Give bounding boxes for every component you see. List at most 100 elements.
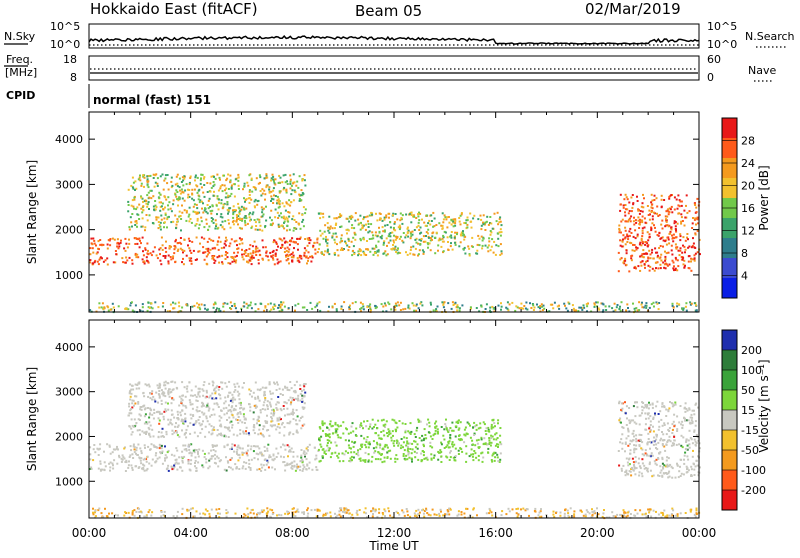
power-data-cell: [649, 219, 651, 221]
velocity-data-cell: [662, 433, 664, 435]
power-data-cell: [197, 177, 199, 179]
power-data-cell: [426, 214, 428, 216]
velocity-data-cell: [653, 417, 655, 419]
velocity-data-cell: [368, 428, 370, 430]
power-data-cell: [661, 195, 663, 197]
power-data-cell: [534, 307, 536, 309]
velocity-data-cell: [489, 442, 491, 444]
velocity-data-cell: [296, 409, 298, 411]
power-data-cell: [679, 239, 681, 241]
power-data-cell: [367, 216, 369, 218]
power-data-cell: [215, 223, 217, 225]
power-data-cell: [664, 260, 666, 262]
power-data-cell: [638, 227, 640, 229]
velocity-data-cell: [437, 431, 439, 433]
power-data-cell: [226, 201, 228, 203]
power-data-cell: [177, 242, 179, 244]
velocity-data-cell: [124, 461, 126, 463]
velocity-data-cell: [103, 469, 105, 471]
power-data-cell: [339, 241, 341, 243]
velocity-data-cell: [635, 434, 637, 436]
power-data-cell: [400, 236, 402, 238]
velocity-data-cell: [430, 435, 432, 437]
power-data-cell: [136, 213, 138, 215]
velocity-data-cell: [666, 466, 668, 468]
power-data-cell: [162, 249, 164, 251]
power-data-cell: [649, 266, 651, 268]
velocity-data-cell: [334, 452, 336, 454]
velocity-data-cell: [488, 439, 490, 441]
power-data-cell: [375, 305, 377, 307]
power-data-cell: [410, 249, 412, 251]
power-data-cell: [196, 207, 198, 209]
power-data-cell: [683, 263, 685, 265]
power-data-cell: [380, 218, 382, 220]
power-data-cell: [203, 226, 205, 228]
velocity-data-cell: [657, 457, 659, 459]
power-data-cell: [647, 257, 649, 259]
power-data-cell: [137, 256, 139, 258]
velocity-data-cell: [203, 384, 205, 386]
velocity-data-cell: [496, 443, 498, 445]
power-data-cell: [237, 203, 239, 205]
velocity-data-cell: [301, 390, 303, 392]
power-data-cell: [501, 306, 503, 308]
velocity-data-cell: [485, 430, 487, 432]
velocity-data-cell: [386, 420, 388, 422]
power-data-cell: [223, 247, 225, 249]
velocity-data-cell: [369, 426, 371, 428]
power-data-cell: [197, 251, 199, 253]
velocity-data-cell: [292, 451, 294, 453]
velocity-data-cell: [478, 459, 480, 461]
power-data-cell: [212, 256, 214, 258]
velocity-data-cell: [628, 407, 630, 409]
power-data-cell: [351, 241, 353, 243]
velocity-data-cell: [183, 456, 185, 458]
power-data-cell: [307, 245, 309, 247]
power-data-cell: [251, 307, 253, 309]
velocity-data-cell: [94, 451, 96, 453]
power-data-cell: [641, 235, 643, 237]
power-data-cell: [150, 197, 152, 199]
power-data-cell: [658, 247, 660, 249]
power-data-cell: [656, 206, 658, 208]
velocity-data-cell: [300, 393, 302, 395]
power-data-cell: [651, 249, 653, 251]
power-data-cell: [204, 210, 206, 212]
power-data-cell: [530, 307, 532, 309]
velocity-data-cell: [300, 457, 302, 459]
velocity-data-cell: [480, 452, 482, 454]
velocity-data-cell: [695, 420, 697, 422]
power-data-cell: [177, 185, 179, 187]
velocity-data-cell: [395, 454, 397, 456]
power-data-cell: [653, 306, 655, 308]
power-data-cell: [442, 221, 444, 223]
velocity-data-cell: [248, 459, 250, 461]
power-data-cell: [233, 252, 235, 254]
power-data-cell: [629, 210, 631, 212]
power-data-cell: [636, 249, 638, 251]
velocity-data-cell: [254, 405, 256, 407]
power-data-cell: [293, 256, 295, 258]
velocity-data-cell: [189, 422, 191, 424]
velocity-data-cell: [296, 464, 298, 466]
velocity-data-cell: [229, 459, 231, 461]
power-data-cell: [223, 204, 225, 206]
power-data-cell: [234, 305, 236, 307]
velocity-data-cell: [423, 454, 425, 456]
velocity-data-cell: [271, 409, 273, 411]
velocity-data-cell: [159, 413, 161, 415]
velocity-data-cell: [425, 437, 427, 439]
power-data-cell: [190, 218, 192, 220]
power-data-cell: [676, 269, 678, 271]
power-data-cell: [290, 179, 292, 181]
velocity-data-cell: [393, 442, 395, 444]
velocity-data-cell: [636, 401, 638, 403]
velocity-data-cell: [642, 453, 644, 455]
velocity-data-cell: [205, 415, 207, 417]
power-data-cell: [159, 253, 161, 255]
velocity-data-cell: [669, 436, 671, 438]
velocity-data-cell: [139, 419, 141, 421]
velocity-data-cell: [220, 425, 222, 427]
velocity-data-cell: [473, 434, 475, 436]
